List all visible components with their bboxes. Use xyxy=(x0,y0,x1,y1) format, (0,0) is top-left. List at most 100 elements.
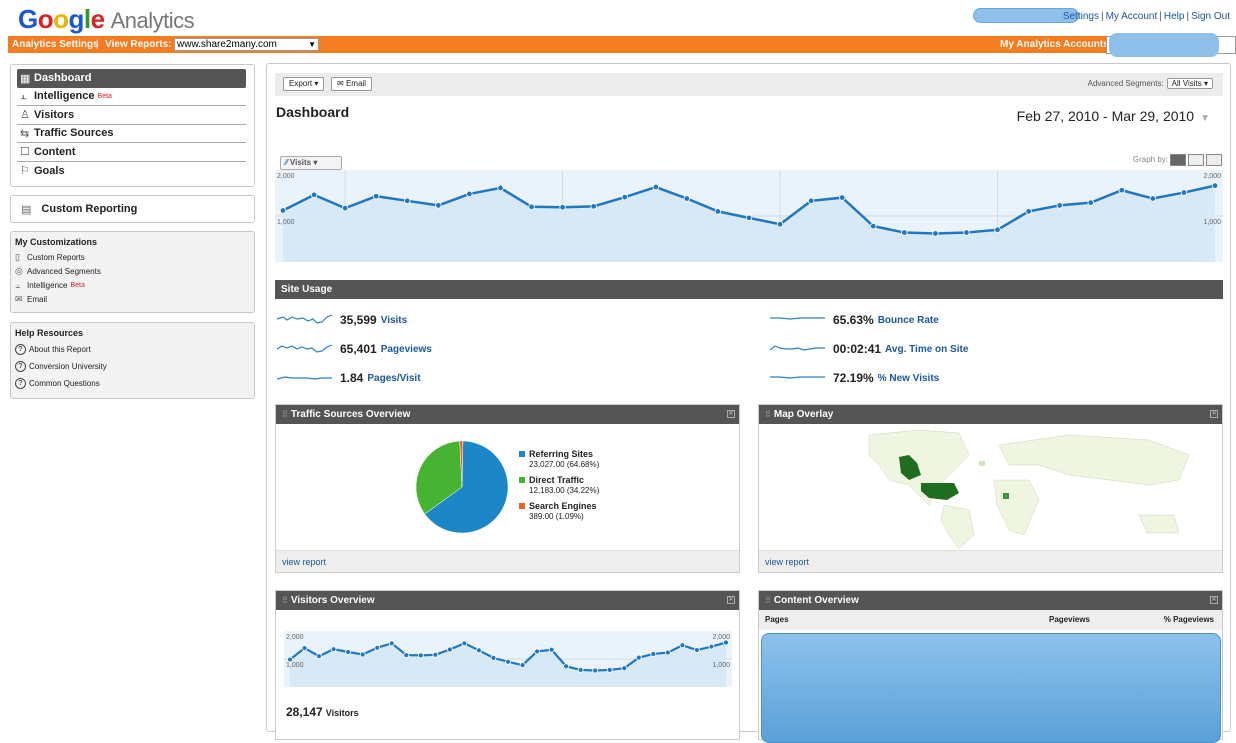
metric-label-link[interactable]: Bounce Rate xyxy=(877,314,939,326)
help-title: Help Resources xyxy=(15,328,84,338)
data-point xyxy=(476,647,482,654)
email-button[interactable]: ✉ Email xyxy=(331,77,372,91)
map-overlay-panel: ⠿ Map Overlay ✕ view report xyxy=(758,404,1223,573)
site-select[interactable]: www.share2many.com ▼ xyxy=(174,38,319,51)
date-range-value: Feb 27, 2010 - Mar 29, 2010 xyxy=(1016,108,1195,124)
sparkline-pageviews xyxy=(277,344,332,353)
metric-label-link[interactable]: Visits xyxy=(380,314,408,326)
metric-pageviews: 65,401 Pageviews xyxy=(277,340,432,358)
sign-out-link[interactable]: Sign Out xyxy=(1191,11,1230,22)
dropdown-arrow-icon: ▼ xyxy=(308,40,316,49)
advanced-segments-link[interactable]: ◎ Advanced Segments xyxy=(15,264,249,278)
close-icon[interactable]: ✕ xyxy=(1210,596,1218,604)
page-title: Dashboard xyxy=(276,104,350,120)
sparkline-visits xyxy=(277,314,332,324)
data-point xyxy=(577,667,584,673)
panel-header[interactable]: ⠿ Visitors Overview ✕ xyxy=(276,591,739,610)
graph-by-day-button[interactable] xyxy=(1170,154,1186,166)
analytics-settings-link[interactable]: Analytics Settings xyxy=(12,39,99,50)
data-point xyxy=(1025,208,1032,215)
nav-goals[interactable]: ⚐ Goals xyxy=(17,162,246,181)
metric-value: 65,401 xyxy=(340,342,377,356)
close-icon[interactable]: ✕ xyxy=(727,596,735,604)
legend-name: Referring Sites xyxy=(529,449,594,459)
line-chart-icon: ⁄⁄ xyxy=(285,158,290,167)
google-analytics-logo[interactable]: Google Analytics xyxy=(18,4,195,35)
nav-label: Content xyxy=(34,145,76,158)
panel-header[interactable]: ⠿ Content Overview ✕ xyxy=(759,591,1222,610)
panel-header[interactable]: ⠿ Traffic Sources Overview ✕ xyxy=(276,405,739,424)
data-point xyxy=(1118,187,1125,194)
panel-header[interactable]: ⠿ Map Overlay ✕ xyxy=(759,405,1222,424)
my-customizations: My Customizations ▯ Custom Reports ◎ Advan… xyxy=(10,231,255,313)
close-icon[interactable]: ✕ xyxy=(727,410,735,418)
nav-label: Goals xyxy=(34,164,65,177)
metric-dropdown[interactable]: ⁄⁄ Visits ▾ xyxy=(280,156,342,170)
date-range-picker[interactable]: Feb 27, 2010 - Mar 29, 2010 ▼ xyxy=(1013,106,1214,126)
data-point xyxy=(1056,202,1063,209)
metric-label-link[interactable]: Pageviews xyxy=(380,343,432,355)
nav-content[interactable]: ☐ Content xyxy=(17,143,246,162)
data-point xyxy=(723,639,729,646)
accounts-select[interactable]: ▼ xyxy=(1106,33,1236,57)
intelligence-link[interactable]: ⫠ Intelligence Beta xyxy=(15,278,249,292)
segment-select[interactable]: All Visits ▾ xyxy=(1166,78,1213,89)
common-questions-link[interactable]: ? Common Questions xyxy=(15,375,249,392)
metric-avg-time: 00:02:41 Avg. Time on Site xyxy=(770,340,968,358)
sparkline-pages-visit xyxy=(277,376,332,380)
export-button[interactable]: Export ▾ xyxy=(283,77,325,91)
customizations-title: My Customizations xyxy=(15,237,98,247)
help-link[interactable]: Help xyxy=(1163,11,1185,22)
data-point xyxy=(606,667,613,673)
custom-reports-link[interactable]: ▯ Custom Reports xyxy=(15,250,249,264)
panel-title: Content Overview xyxy=(773,595,859,606)
conversion-university-link[interactable]: ? Conversion University xyxy=(15,358,249,375)
metric-label-link[interactable]: Pages/Visit xyxy=(367,372,421,384)
legend-value: 389.00 (1.09%) xyxy=(529,512,584,521)
data-point xyxy=(621,193,628,201)
close-icon[interactable]: ✕ xyxy=(1210,410,1218,418)
nav-visitors[interactable]: ♙ Visitors xyxy=(17,106,246,125)
alaska-shape xyxy=(899,455,921,480)
data-point xyxy=(403,652,410,658)
nav-intelligence[interactable]: ⫠ Intelligence Beta xyxy=(17,88,246,106)
about-report-link[interactable]: ? About this Report xyxy=(15,341,249,358)
logo-product: Analytics xyxy=(110,8,195,33)
view-report-link[interactable]: view report xyxy=(282,557,327,567)
legend-direct: Direct Traffic 12,183.00 (34.22%) xyxy=(519,475,599,496)
nav-traffic-sources[interactable]: ⇆ Traffic Sources xyxy=(17,125,246,143)
north-america-shape xyxy=(868,429,970,506)
graph-by-month-button[interactable] xyxy=(1206,154,1222,166)
account-select-pill xyxy=(1109,33,1219,57)
view-report-link[interactable]: view report xyxy=(765,557,810,567)
col-pct-pageviews: % Pageviews xyxy=(1163,615,1214,624)
metric-value: 65.63% xyxy=(833,313,874,327)
metric-label-link[interactable]: % New Visits xyxy=(877,372,940,384)
item-label: Conversion University xyxy=(29,362,107,371)
custom-reporting-link[interactable]: ▤ Custom Reporting xyxy=(10,195,255,223)
content-overview-panel: ⠿ Content Overview ✕ Pages Pageviews % Pag… xyxy=(758,590,1223,743)
advanced-segments-label: Advanced Segments: xyxy=(1087,79,1164,88)
y-tick-label: 1,000 xyxy=(1203,219,1221,226)
series-area xyxy=(290,642,726,687)
data-point xyxy=(563,663,570,670)
world-map xyxy=(769,425,1214,549)
data-point xyxy=(505,658,511,665)
metric-label-link[interactable]: Avg. Time on Site xyxy=(885,343,969,355)
visitors-total-value: 28,147 xyxy=(286,705,323,719)
my-account-link[interactable]: My Account xyxy=(1105,11,1158,22)
data-point xyxy=(807,197,815,205)
settings-link[interactable]: Settings xyxy=(1062,11,1099,22)
data-point xyxy=(1180,189,1188,196)
data-point xyxy=(404,197,411,205)
sidebar: ▦ Dashboard ⫠ Intelligence Beta ♙ Visitors ⇆… xyxy=(10,64,255,408)
legend-name: Search Engines xyxy=(529,501,597,511)
data-point xyxy=(359,651,366,658)
australia-shape xyxy=(1138,514,1180,534)
data-point xyxy=(417,652,424,659)
data-point xyxy=(664,649,671,656)
graph-by-week-button[interactable] xyxy=(1188,154,1204,166)
nav-dashboard[interactable]: ▦ Dashboard xyxy=(17,69,246,88)
data-point xyxy=(528,203,535,210)
email-link[interactable]: ✉ Email xyxy=(15,292,249,306)
